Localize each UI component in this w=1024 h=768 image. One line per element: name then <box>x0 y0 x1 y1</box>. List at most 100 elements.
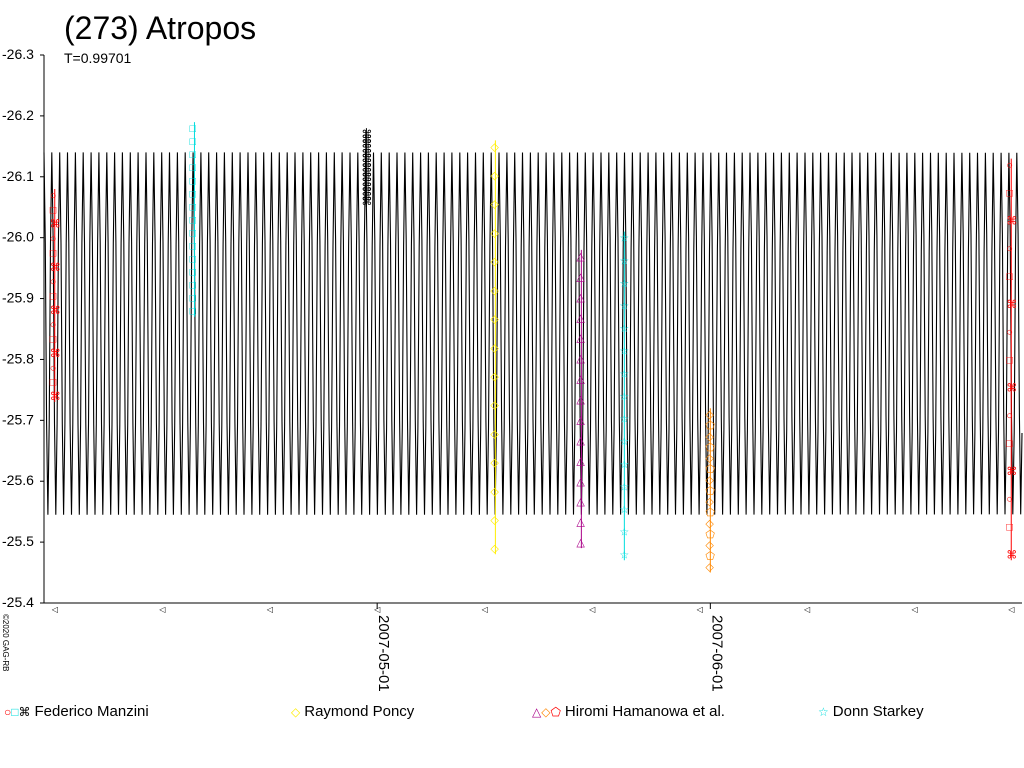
data-point: ⬠ <box>705 551 715 563</box>
data-point: ◇ <box>490 543 499 555</box>
data-point: △ <box>576 251 585 263</box>
data-point: ○ <box>1006 410 1013 422</box>
legend-symbol-pentagon: ⬠ <box>550 705 561 719</box>
data-point: ◇ <box>490 486 499 498</box>
data-point: △ <box>576 517 585 529</box>
chart-title: (273) Atropos <box>64 10 257 46</box>
legend: ○□⌘ Federico Manzini ◇ Raymond Poncy △◇⬠ Hi… <box>0 703 1024 727</box>
y-tick-label: -25.9 <box>2 290 34 306</box>
data-point: □ <box>189 227 196 239</box>
data-point: □ <box>1006 521 1013 533</box>
data-point: □ <box>189 254 196 266</box>
data-point: ◇ <box>490 170 499 182</box>
y-tick-label: -26.3 <box>2 46 34 62</box>
data-point: ☆ <box>619 549 629 561</box>
data-point: ☆ <box>619 255 629 267</box>
data-point: ⬠ <box>705 485 715 497</box>
data-point: △ <box>576 435 585 447</box>
legend-symbol-cross: ⌘ <box>18 705 31 719</box>
data-point: ◇ <box>490 428 499 440</box>
data-point: □ <box>189 201 196 213</box>
data-point: ◇ <box>705 561 714 573</box>
data-point: ◇ <box>490 256 499 268</box>
y-tick-label: -25.5 <box>2 533 34 549</box>
data-point: ◇ <box>490 514 499 526</box>
legend-symbol-diamond: ◇ <box>291 705 301 719</box>
legend-item-poncy: ◇ Raymond Poncy <box>291 703 414 720</box>
legend-symbol-square: □ <box>11 705 19 719</box>
legend-label: Federico Manzini <box>34 703 149 720</box>
data-point: ○ <box>50 319 57 331</box>
x-minor-mark: ◁ <box>52 605 59 614</box>
data-point: ☆ <box>619 391 629 403</box>
data-point: △ <box>576 414 585 426</box>
data-point: ⌘ <box>50 391 61 403</box>
data-point: ○ <box>50 362 57 374</box>
data-point: △ <box>576 333 585 345</box>
data-point: ⌘ <box>361 172 372 184</box>
data-point: ◇ <box>490 371 499 383</box>
data-point: ☆ <box>619 301 629 313</box>
data-point: ☆ <box>619 504 629 516</box>
x-minor-mark: ◁ <box>589 605 596 614</box>
data-point: ☆ <box>619 527 629 539</box>
y-tick-label: -25.7 <box>2 411 34 427</box>
data-point: ◇ <box>490 400 499 412</box>
data-point: ⌘ <box>1006 549 1017 561</box>
data-point: ☆ <box>619 278 629 290</box>
x-minor-mark: ◁ <box>482 605 489 614</box>
legend-symbol-diamond: ◇ <box>541 705 551 719</box>
model-curve <box>43 152 1023 515</box>
data-point: ◇ <box>490 141 499 153</box>
data-point: ◇ <box>490 457 499 469</box>
data-point: ⌘ <box>1006 466 1017 478</box>
data-point: □ <box>189 123 196 135</box>
data-point: △ <box>576 476 585 488</box>
data-point: ⌘ <box>50 262 61 274</box>
data-point: □ <box>50 334 57 346</box>
data-point: ☆ <box>619 414 629 426</box>
copyright-note: ©2020 GAG-RB <box>1 614 10 672</box>
data-point: □ <box>50 204 57 216</box>
x-minor-mark: ◁ <box>804 605 811 614</box>
legend-item-manzini: ○□⌘ Federico Manzini <box>4 703 149 720</box>
data-point: ◇ <box>705 496 714 508</box>
data-point: □ <box>189 162 196 174</box>
data-point: ⌘ <box>1006 215 1017 227</box>
data-point: ⌘ <box>1006 382 1017 394</box>
x-minor-mark: ◁ <box>912 605 919 614</box>
data-point: ○ <box>1006 494 1013 506</box>
data-point: □ <box>189 188 196 200</box>
data-point: ⌘ <box>361 167 372 179</box>
legend-item-hamanowa: △◇⬠ Hiromi Hamanowa et al. <box>532 703 725 720</box>
x-minor-mark: ◁ <box>697 605 704 614</box>
data-point: ◇ <box>705 409 714 421</box>
data-point: ◇ <box>705 453 714 465</box>
data-point: ⌘ <box>361 177 372 189</box>
data-point: □ <box>189 149 196 161</box>
data-point: ⌘ <box>361 191 372 203</box>
data-point: ⌘ <box>361 139 372 151</box>
x-minor-mark: ◁ <box>159 605 166 614</box>
data-point: ☆ <box>619 481 629 493</box>
data-point: ☆ <box>619 323 629 335</box>
y-tick-label: -25.6 <box>2 472 34 488</box>
data-point: ○ <box>50 233 57 245</box>
data-point: △ <box>576 455 585 467</box>
data-point: ⌘ <box>361 144 372 156</box>
data-point: ◇ <box>490 285 499 297</box>
data-point: □ <box>1006 187 1013 199</box>
data-point: ◇ <box>705 431 714 443</box>
data-point: ◇ <box>705 518 714 530</box>
data-point: ○ <box>1006 327 1013 339</box>
data-point: □ <box>189 136 196 148</box>
data-point: ⬠ <box>705 507 715 519</box>
data-point: ⌘ <box>361 134 372 146</box>
data-point: ☆ <box>619 459 629 471</box>
data-point: △ <box>576 496 585 508</box>
data-point: ⌘ <box>50 348 61 360</box>
x-minor-mark: ◁ <box>267 605 274 614</box>
data-point: ◇ <box>490 314 499 326</box>
data-point: ⌘ <box>361 196 372 208</box>
